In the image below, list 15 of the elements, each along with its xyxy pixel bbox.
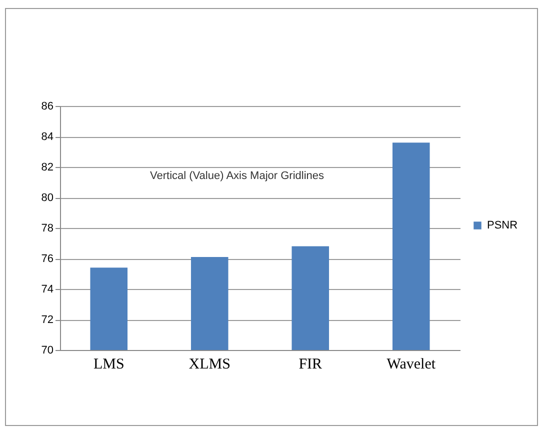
y-tick-label: 70 — [41, 344, 54, 356]
y-tick-label: 84 — [41, 131, 54, 143]
y-tick-label: 86 — [41, 100, 54, 112]
y-tick-label: 82 — [41, 162, 54, 174]
y-tick-label: 76 — [41, 253, 54, 265]
annotation: Vertical (Value) Axis Major Gridlines — [150, 170, 325, 182]
y-tick-label: 80 — [41, 192, 54, 204]
x-tick-label: LMS — [93, 356, 124, 372]
x-tick-label: XLMS — [188, 356, 230, 372]
x-tick-label: FIR — [298, 356, 322, 372]
x-tick-label: Wavelet — [386, 356, 436, 372]
y-tick-label: 72 — [41, 314, 54, 326]
y-tick-label: 74 — [41, 284, 54, 296]
y-tick-label: 78 — [41, 222, 54, 234]
legend-label: PSNR — [487, 220, 518, 232]
